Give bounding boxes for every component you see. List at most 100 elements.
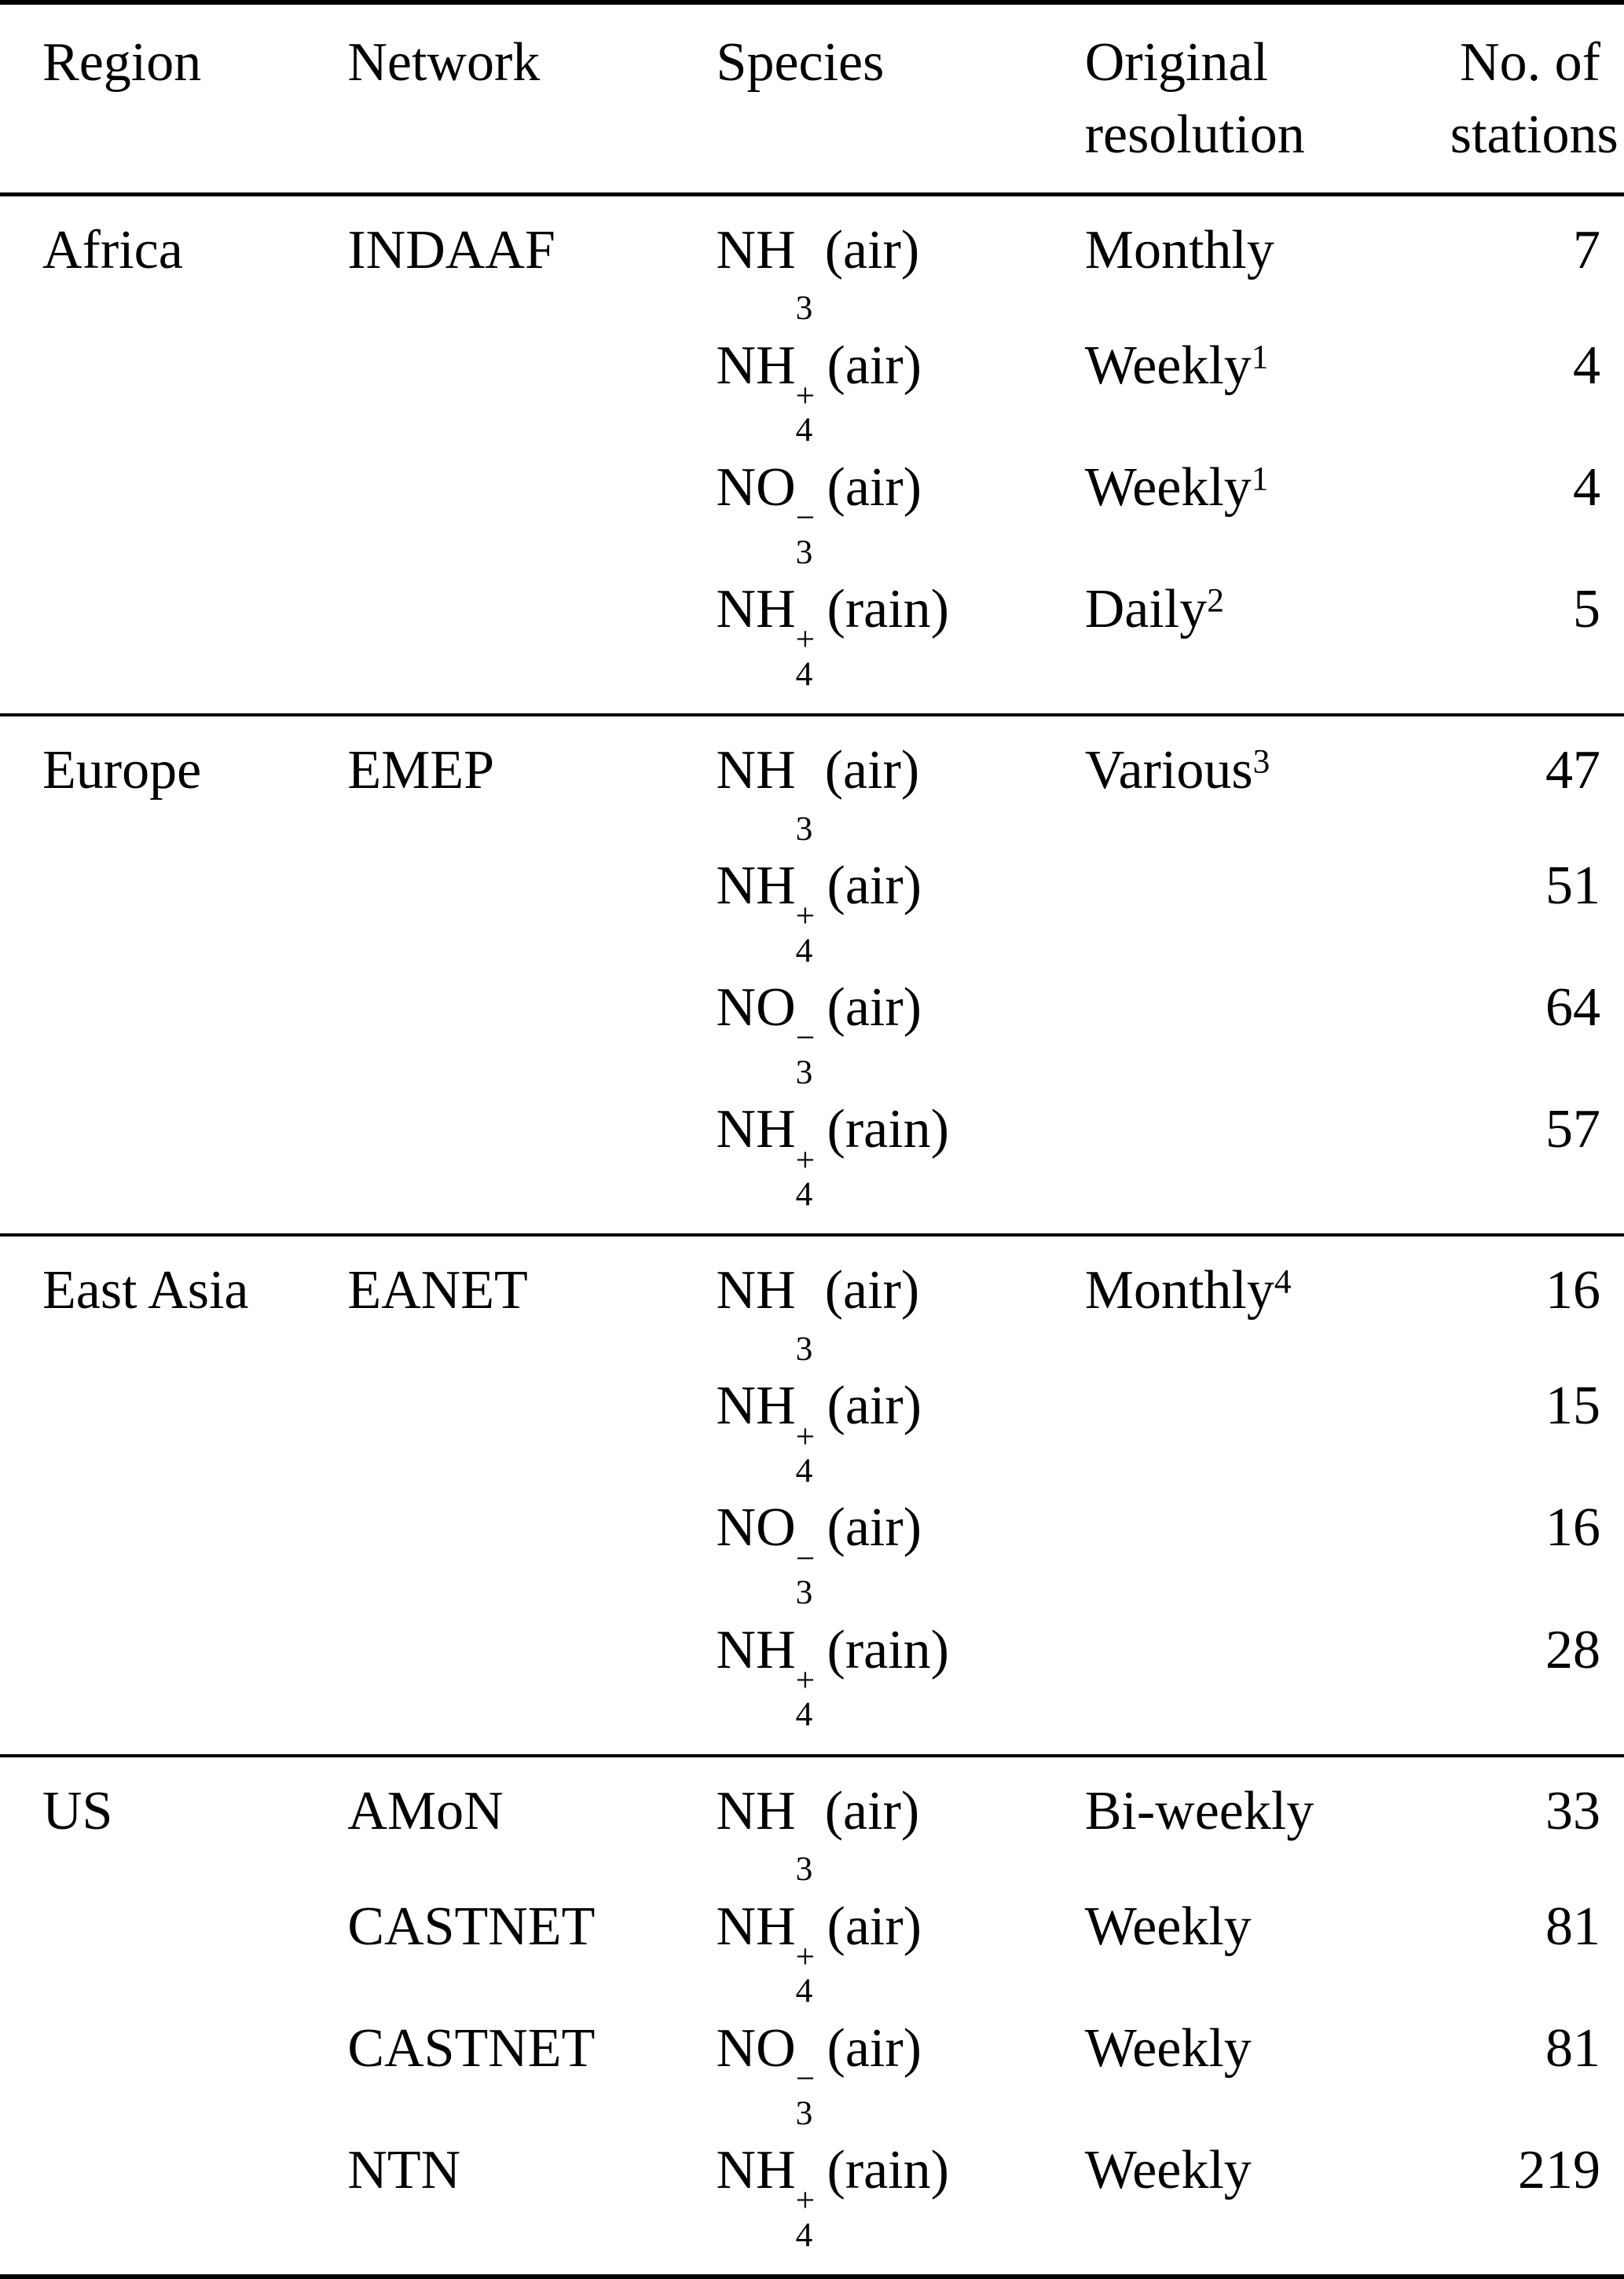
species-subsup: +4 bbox=[795, 1143, 815, 1214]
species-phase: (air) bbox=[824, 219, 920, 280]
resolution-text: Monthly bbox=[1084, 219, 1274, 280]
region-cell bbox=[0, 968, 347, 1090]
species-phase: (rain) bbox=[827, 2139, 949, 2200]
resolution-cell: Weekly1 bbox=[1085, 326, 1450, 448]
species-cell: NH +4 (air) bbox=[717, 326, 1085, 448]
species-base: NH bbox=[716, 855, 796, 916]
table-row: Europe EMEP NH 3 (air) Various3 47 bbox=[0, 715, 1624, 846]
network-cell: EMEP bbox=[347, 740, 495, 801]
stations-cell: 57 bbox=[1545, 1099, 1600, 1160]
species-phase: (air) bbox=[827, 1497, 922, 1559]
resolution-text: Various bbox=[1084, 740, 1253, 801]
table-row: NO −3 (air) 16 bbox=[0, 1488, 1624, 1610]
species-formula: NH +4 (air) bbox=[717, 335, 922, 448]
species-cell: NH 3 (air) bbox=[717, 194, 1085, 325]
species-subscript: 4 bbox=[795, 1972, 813, 2010]
region-cell bbox=[0, 846, 347, 968]
resolution-cell bbox=[1085, 1488, 1450, 1610]
footnote-marker: 1 bbox=[1251, 460, 1269, 498]
footnote-marker: 2 bbox=[1207, 581, 1224, 620]
species-subsup: +4 bbox=[795, 621, 816, 693]
region-cell: Africa bbox=[42, 219, 183, 280]
table-row: NO −3 (air) 64 bbox=[0, 968, 1624, 1090]
species-subsup: 3 bbox=[796, 1819, 813, 1887]
species-superscript: + bbox=[795, 621, 816, 659]
region-cell: Europe bbox=[42, 740, 202, 801]
stations-cell: 219 bbox=[1518, 2139, 1600, 2200]
stations-cell: 81 bbox=[1545, 2017, 1600, 2079]
species-cell: NH 3 (air) bbox=[717, 1235, 1085, 1366]
block-europe: Europe EMEP NH 3 (air) Various3 47 NH +4 (ai… bbox=[0, 715, 1624, 1236]
species-subsup: 3 bbox=[796, 1298, 813, 1366]
species-subscript: 4 bbox=[795, 1695, 813, 1734]
species-subscript: 3 bbox=[795, 1574, 813, 1612]
resolution-cell: Daily2 bbox=[1085, 570, 1450, 715]
species-formula: NH 3 (air) bbox=[716, 740, 920, 845]
region-cell bbox=[0, 1488, 347, 1610]
stations-cell: 81 bbox=[1545, 1896, 1600, 1957]
species-cell: NH +4 (rain) bbox=[717, 1610, 1085, 1756]
species-base: NH bbox=[716, 219, 796, 280]
species-subscript: 4 bbox=[795, 1452, 813, 1490]
resolution-cell: Bi-weekly bbox=[1085, 1756, 1450, 1887]
species-base: NH bbox=[716, 740, 796, 801]
header-line: resolution bbox=[1084, 104, 1305, 166]
species-formula: NH +4 (rain) bbox=[716, 2139, 949, 2252]
resolution-text: Weekly bbox=[1084, 335, 1252, 396]
stations-cell: 33 bbox=[1545, 1780, 1600, 1841]
region-cell bbox=[0, 1090, 347, 1235]
species-subsup: +4 bbox=[795, 899, 815, 969]
species-base: NO bbox=[716, 1497, 796, 1559]
species-base: NH bbox=[716, 1780, 796, 1841]
species-base: NH bbox=[716, 2139, 796, 2200]
network-cell bbox=[347, 968, 716, 1090]
region-cell bbox=[0, 2009, 347, 2131]
table-row: US AMoN NH 3 (air) Bi-weekly 33 bbox=[0, 1756, 1624, 1887]
species-formula: NO −3 (air) bbox=[716, 977, 922, 1090]
species-subscript: 3 bbox=[795, 533, 813, 571]
species-base: NO bbox=[716, 2017, 796, 2079]
table-row: NH +4 (air) 15 bbox=[0, 1366, 1624, 1488]
stations-cell: 51 bbox=[1545, 855, 1600, 916]
species-base: NO bbox=[716, 977, 796, 1039]
species-base: NH bbox=[716, 1099, 796, 1160]
species-subscript: 4 bbox=[795, 654, 813, 693]
species-superscript: + bbox=[795, 1937, 816, 1976]
network-cell bbox=[347, 326, 716, 448]
species-subscript: 4 bbox=[795, 1175, 813, 1214]
stations-cell: 5 bbox=[1573, 578, 1600, 639]
region-cell bbox=[0, 1366, 347, 1488]
resolution-text: Weekly bbox=[1084, 456, 1252, 518]
species-phase: (air) bbox=[827, 335, 922, 396]
species-superscript: + bbox=[795, 376, 816, 415]
column-header-network: Network bbox=[347, 32, 541, 93]
species-formula: NO −3 (air) bbox=[716, 2017, 922, 2131]
species-superscript: + bbox=[795, 1662, 816, 1699]
region-cell bbox=[0, 570, 347, 715]
species-superscript: − bbox=[795, 1539, 816, 1577]
header-line: No. of bbox=[1460, 32, 1600, 93]
column-header-stations: No. of stations bbox=[1450, 2, 1624, 194]
stations-cell: 4 bbox=[1573, 456, 1600, 518]
species-subscript: 3 bbox=[795, 809, 813, 848]
species-cell: NO −3 (air) bbox=[717, 1488, 1085, 1610]
resolution-cell bbox=[1085, 1610, 1450, 1756]
block-east-asia: East Asia EANET NH 3 (air) Monthly4 16 NH +… bbox=[0, 1235, 1624, 1756]
species-subscript: 4 bbox=[795, 931, 813, 969]
resolution-text: Weekly bbox=[1084, 2017, 1252, 2079]
block-us: US AMoN NH 3 (air) Bi-weekly 33 CASTNET NH… bbox=[0, 1756, 1624, 2277]
footnote-marker: 3 bbox=[1252, 742, 1270, 781]
resolution-cell bbox=[1085, 846, 1450, 968]
species-subsup: 3 bbox=[796, 258, 813, 326]
footnote-marker: 4 bbox=[1274, 1262, 1292, 1301]
table-row: NO −3 (air) Weekly1 4 bbox=[0, 448, 1624, 570]
column-header-resolution: Original resolution bbox=[1085, 2, 1450, 194]
table-row: NH +4 (rain) 57 bbox=[0, 1090, 1624, 1235]
species-base: NH bbox=[716, 1376, 796, 1437]
species-phase: (air) bbox=[827, 1896, 922, 1957]
species-base: NH bbox=[716, 578, 796, 639]
species-formula: NH 3 (air) bbox=[717, 1260, 920, 1365]
network-cell: EANET bbox=[347, 1260, 528, 1321]
species-formula: NH 3 (air) bbox=[716, 1780, 920, 1886]
species-phase: (air) bbox=[824, 1260, 920, 1321]
